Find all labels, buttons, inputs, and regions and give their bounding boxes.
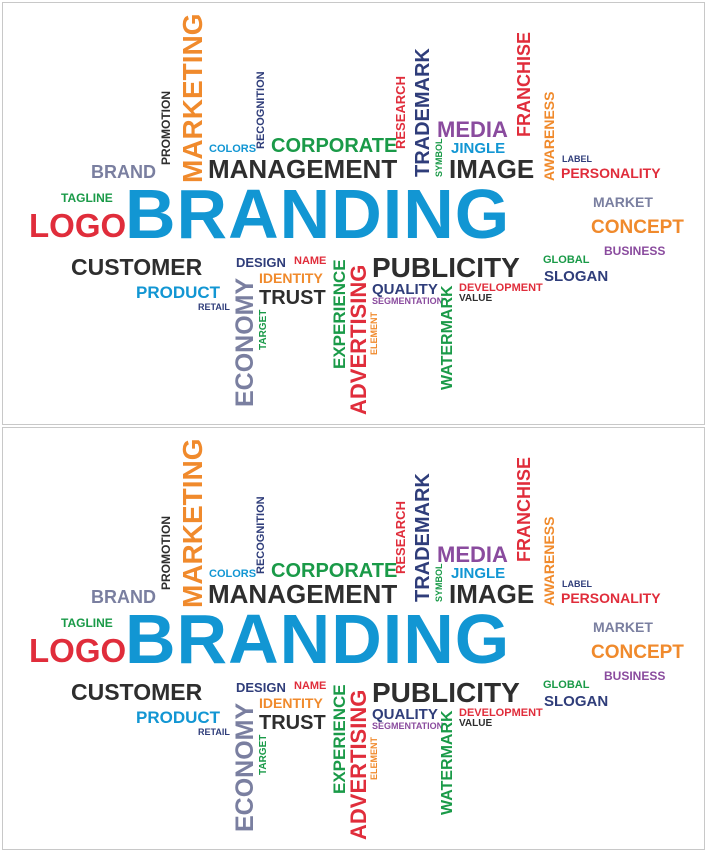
word-awareness: AWARENESS [541, 516, 557, 606]
word-corporate: CORPORATE [271, 135, 398, 157]
word-brand: BRAND [91, 587, 156, 607]
word-tagline: TAGLINE [61, 191, 113, 205]
word-economy: ECONOMY [231, 702, 259, 832]
word-franchise: FRANCHISE [514, 456, 534, 562]
word-symbol: SYMBOL [434, 138, 444, 177]
word-advertising: ADVERTISING [346, 264, 371, 415]
word-concept: CONCEPT [591, 217, 684, 238]
word-publicity: PUBLICITY [372, 252, 520, 283]
word-jingle: JINGLE [451, 140, 506, 157]
word-cloud-panel-bottom: BRANDING LOGO TAGLINE BRAND PROMOTION MARKETI… [2, 427, 705, 850]
word-cloud-panel-top: BRANDING LOGO TAGLINE BRAND PROMOTION MARKETI… [2, 2, 705, 425]
word-logo: LOGO [29, 632, 127, 669]
word-image: IMAGE [449, 579, 535, 609]
word-identity: IDENTITY [259, 695, 323, 711]
word-trademark: TRADEMARK [412, 48, 434, 177]
word-quality: QUALITY [372, 706, 438, 723]
word-economy: ECONOMY [231, 277, 259, 407]
word-concept: CONCEPT [591, 642, 684, 663]
word-symbol: SYMBOL [434, 563, 444, 602]
word-tagline: TAGLINE [61, 616, 113, 630]
word-design: DESIGN [236, 255, 286, 270]
word-business: BUSINESS [604, 669, 666, 683]
word-branding: BRANDING [125, 600, 511, 678]
word-corporate: CORPORATE [271, 560, 398, 582]
word-colors: COLORS [209, 143, 257, 155]
word-identity: IDENTITY [259, 270, 323, 286]
word-publicity: PUBLICITY [372, 677, 520, 708]
word-awareness: AWARENESS [541, 91, 557, 181]
word-jingle: JINGLE [451, 565, 506, 582]
word-target: TARGET [258, 734, 269, 775]
word-target: TARGET [258, 309, 269, 350]
word-trust: TRUST [259, 712, 326, 734]
word-research: RESEARCH [393, 501, 408, 574]
word-logo: LOGO [29, 207, 127, 244]
word-element: ELEMENT [369, 311, 379, 355]
word-development: DEVELOPMENT [459, 707, 543, 719]
word-image: IMAGE [449, 154, 535, 184]
word-marketing: MARKETING [177, 13, 208, 183]
word-label: LABEL [562, 579, 592, 589]
word-media: MEDIA [437, 542, 508, 567]
word-franchise: FRANCHISE [514, 31, 534, 137]
word-colors: COLORS [209, 568, 257, 580]
word-personality: PERSONALITY [561, 590, 661, 606]
word-value: VALUE [459, 718, 493, 729]
word-brand: BRAND [91, 162, 156, 182]
word-customer: CUSTOMER [71, 254, 203, 280]
word-promotion: PROMOTION [159, 91, 173, 165]
word-management: MANAGEMENT [208, 579, 398, 609]
word-segmentation: SEGMENTATION [372, 296, 444, 306]
word-global: GLOBAL [543, 254, 590, 266]
word-media: MEDIA [437, 117, 508, 142]
word-business: BUSINESS [604, 244, 666, 258]
word-branding: BRANDING [125, 175, 511, 253]
word-marketing: MARKETING [177, 438, 208, 608]
word-market: MARKET [593, 194, 653, 210]
word-slogan: SLOGAN [544, 268, 609, 285]
word-development: DEVELOPMENT [459, 282, 543, 294]
word-product: PRODUCT [136, 708, 221, 727]
word-global: GLOBAL [543, 679, 590, 691]
word-management: MANAGEMENT [208, 154, 398, 184]
word-trust: TRUST [259, 287, 326, 309]
word-recognition: RECOGNITION [255, 496, 267, 574]
word-product: PRODUCT [136, 283, 221, 302]
word-design: DESIGN [236, 680, 286, 695]
word-slogan: SLOGAN [544, 693, 609, 710]
word-label: LABEL [562, 154, 592, 164]
word-segmentation: SEGMENTATION [372, 721, 444, 731]
word-quality: QUALITY [372, 281, 438, 298]
word-advertising: ADVERTISING [346, 689, 371, 840]
word-watermark: WATERMARK [439, 710, 456, 815]
word-value: VALUE [459, 293, 493, 304]
word-recognition: RECOGNITION [255, 71, 267, 149]
word-name: NAME [294, 680, 327, 692]
word-trademark: TRADEMARK [412, 473, 434, 602]
word-market: MARKET [593, 619, 653, 635]
word-research: RESEARCH [393, 76, 408, 149]
word-retail: RETAIL [198, 727, 230, 737]
word-element: ELEMENT [369, 736, 379, 780]
word-promotion: PROMOTION [159, 516, 173, 590]
word-name: NAME [294, 255, 327, 267]
word-customer: CUSTOMER [71, 679, 203, 705]
word-personality: PERSONALITY [561, 165, 661, 181]
word-watermark: WATERMARK [439, 285, 456, 390]
word-retail: RETAIL [198, 302, 230, 312]
